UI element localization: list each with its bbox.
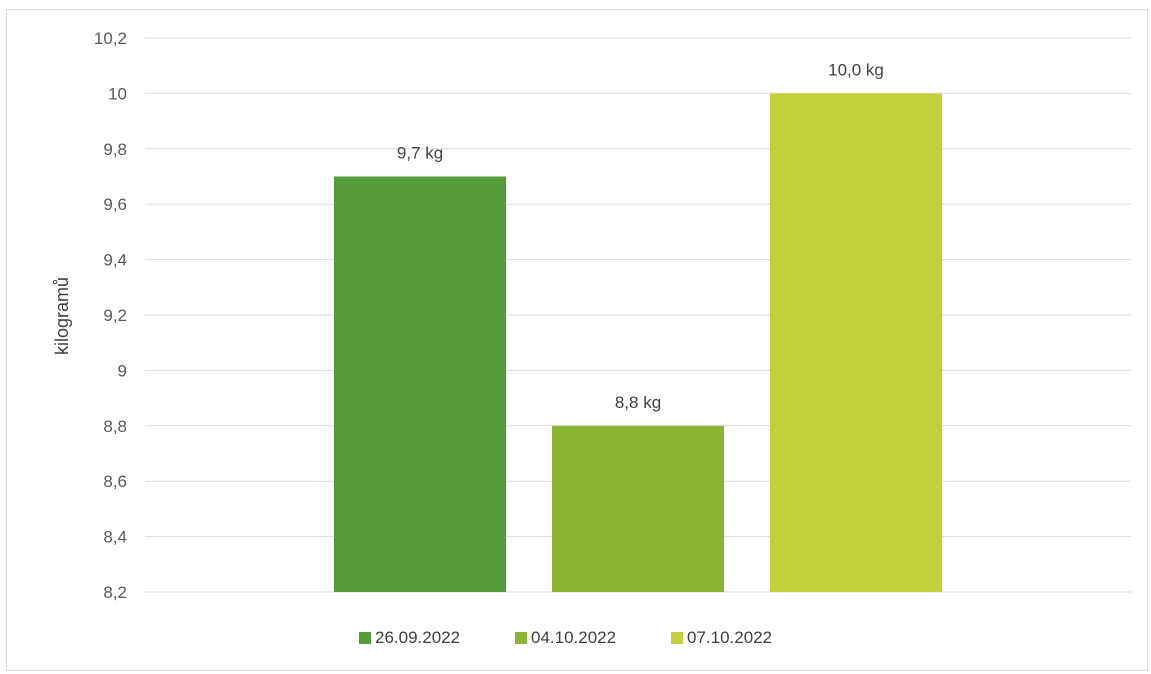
legend-swatch: [515, 632, 527, 644]
y-tick-label: 9,8: [103, 140, 127, 159]
y-tick-label: 10,2: [94, 29, 127, 48]
legend-label: 04.10.2022: [531, 628, 616, 647]
y-tick-label: 9,4: [103, 251, 127, 270]
y-axis-ticks: 8,2 8,4 8,6 8,8 9 9,2 9,4 9,6 9,8 10 10,2: [94, 29, 127, 602]
legend-label: 26.09.2022: [375, 628, 460, 647]
y-axis-title: kilogramů: [52, 277, 72, 355]
gridlines: [145, 37, 1131, 593]
bar: [552, 425, 724, 592]
legend-label: 07.10.2022: [687, 628, 772, 647]
y-tick-label: 8,6: [103, 472, 127, 491]
bar: [334, 176, 506, 592]
y-tick-label: 9,6: [103, 195, 127, 214]
data-labels: 9,7 kg 8,8 kg 10,0 kg: [397, 60, 884, 411]
y-tick-label: 10: [108, 84, 127, 103]
y-tick-label: 9: [118, 361, 127, 380]
y-tick-label: 8,2: [103, 583, 127, 602]
bar-data-label: 10,0 kg: [828, 60, 884, 79]
bar-data-label: 8,8 kg: [615, 393, 661, 412]
y-tick-label: 9,2: [103, 306, 127, 325]
legend-swatch: [671, 632, 683, 644]
bars: [334, 93, 942, 593]
bar: [770, 93, 942, 593]
y-tick-label: 8,8: [103, 417, 127, 436]
legend: 26.09.2022 04.10.2022 07.10.2022: [359, 628, 772, 647]
y-tick-label: 8,4: [103, 528, 127, 547]
legend-swatch: [359, 632, 371, 644]
bar-data-label: 9,7 kg: [397, 144, 443, 163]
